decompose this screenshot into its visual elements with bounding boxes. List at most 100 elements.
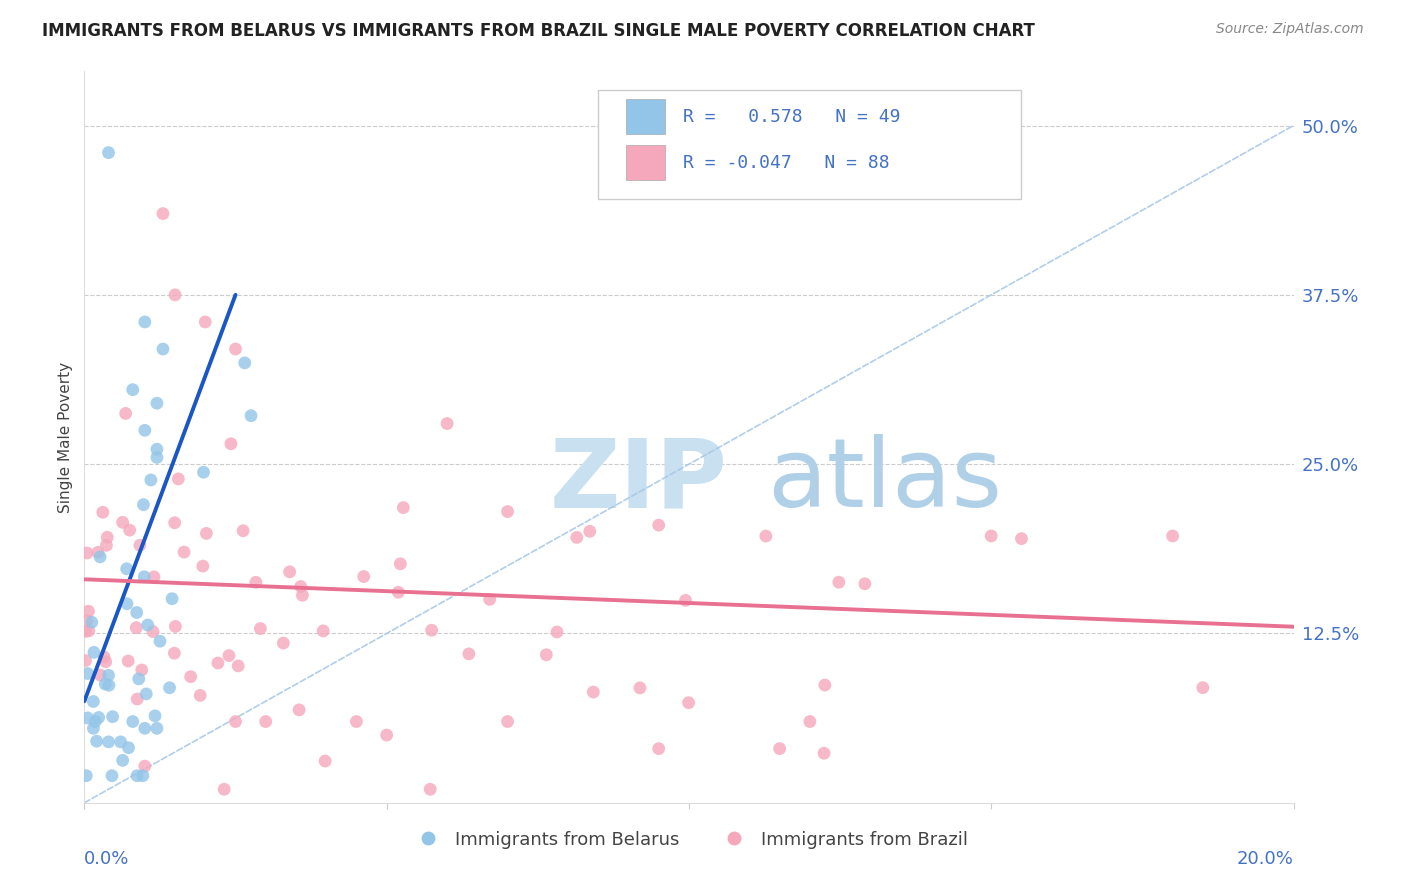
- Text: 0.0%: 0.0%: [84, 850, 129, 868]
- Point: [96, 538, 118, 552]
- Point: [134, 423, 156, 437]
- Point: [118, 523, 141, 537]
- Point: [678, 696, 700, 710]
- Text: R = -0.047   N = 88: R = -0.047 N = 88: [683, 153, 890, 172]
- Point: [675, 593, 697, 607]
- Point: [80, 615, 103, 630]
- Point: [290, 580, 312, 594]
- Point: [249, 622, 271, 636]
- Point: [117, 654, 139, 668]
- Point: [375, 728, 398, 742]
- Point: [101, 769, 124, 783]
- Point: [245, 575, 267, 590]
- Point: [628, 681, 651, 695]
- Point: [152, 342, 174, 356]
- Point: [121, 714, 143, 729]
- Point: [1192, 681, 1215, 695]
- Point: [87, 710, 110, 724]
- Point: [83, 645, 105, 659]
- Point: [496, 505, 519, 519]
- Point: [273, 636, 295, 650]
- Point: [419, 782, 441, 797]
- Point: [143, 709, 166, 723]
- Point: [314, 754, 336, 768]
- Point: [134, 570, 156, 584]
- Point: [219, 436, 242, 450]
- Point: [648, 518, 671, 533]
- Point: [180, 670, 202, 684]
- Point: [111, 516, 134, 530]
- Point: [127, 692, 149, 706]
- Point: [76, 711, 98, 725]
- Point: [233, 356, 256, 370]
- Point: [75, 654, 97, 668]
- Point: [288, 703, 311, 717]
- Point: [387, 585, 409, 599]
- Point: [75, 769, 97, 783]
- Point: [117, 740, 139, 755]
- Point: [76, 546, 98, 560]
- Point: [194, 315, 217, 329]
- Point: [89, 668, 111, 682]
- Text: IMMIGRANTS FROM BELARUS VS IMMIGRANTS FROM BRAZIL SINGLE MALE POVERTY CORRELATIO: IMMIGRANTS FROM BELARUS VS IMMIGRANTS FR…: [42, 22, 1035, 40]
- Point: [478, 592, 501, 607]
- Point: [159, 681, 181, 695]
- Point: [165, 619, 187, 633]
- Point: [278, 565, 301, 579]
- Point: [97, 145, 120, 160]
- Point: [115, 562, 138, 576]
- Point: [125, 606, 148, 620]
- Point: [1011, 532, 1033, 546]
- Point: [136, 618, 159, 632]
- Point: [226, 659, 249, 673]
- Point: [135, 687, 157, 701]
- Point: [139, 473, 162, 487]
- Point: [163, 516, 186, 530]
- Point: [353, 569, 375, 583]
- Point: [89, 549, 111, 564]
- Point: [94, 677, 117, 691]
- Point: [142, 624, 165, 639]
- Point: [389, 557, 412, 571]
- Point: [97, 735, 120, 749]
- Point: [77, 604, 100, 618]
- Point: [420, 624, 443, 638]
- Point: [134, 315, 156, 329]
- Legend: Immigrants from Belarus, Immigrants from Brazil: Immigrants from Belarus, Immigrants from…: [404, 823, 974, 856]
- Point: [132, 769, 155, 783]
- Point: [115, 597, 138, 611]
- Point: [648, 741, 671, 756]
- Point: [114, 406, 136, 420]
- Point: [218, 648, 240, 663]
- Point: [769, 741, 792, 756]
- Bar: [626, 145, 665, 180]
- Point: [254, 714, 277, 729]
- Point: [392, 500, 415, 515]
- Point: [132, 498, 155, 512]
- Point: [101, 709, 124, 723]
- Point: [980, 529, 1002, 543]
- Point: [143, 570, 166, 584]
- Point: [240, 409, 263, 423]
- Text: ZIP: ZIP: [550, 434, 728, 527]
- Point: [76, 666, 98, 681]
- Point: [125, 621, 148, 635]
- Text: Source: ZipAtlas.com: Source: ZipAtlas.com: [1216, 22, 1364, 37]
- Y-axis label: Single Male Poverty: Single Male Poverty: [58, 361, 73, 513]
- Point: [457, 647, 479, 661]
- Point: [93, 650, 115, 665]
- Point: [212, 782, 235, 797]
- Point: [167, 472, 190, 486]
- Point: [128, 538, 150, 552]
- Point: [131, 663, 153, 677]
- Point: [291, 588, 314, 602]
- Point: [232, 524, 254, 538]
- Point: [565, 531, 588, 545]
- Point: [146, 450, 169, 465]
- Point: [152, 206, 174, 220]
- Point: [94, 655, 117, 669]
- Point: [134, 759, 156, 773]
- Point: [77, 624, 100, 638]
- Point: [188, 689, 211, 703]
- Point: [828, 575, 851, 590]
